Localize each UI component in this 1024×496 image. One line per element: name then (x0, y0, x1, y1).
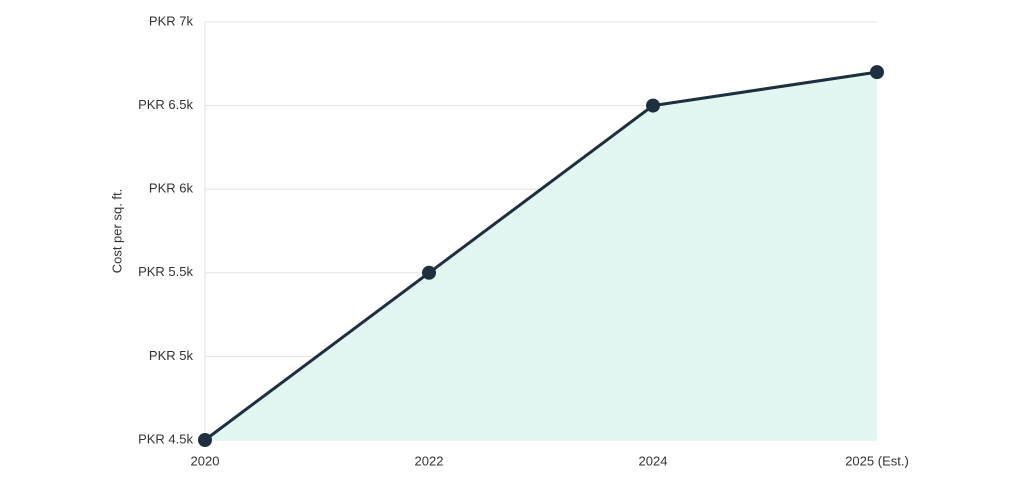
x-tick-label: 2020 (191, 453, 220, 468)
data-point (646, 98, 660, 113)
area-line (204, 70, 878, 442)
y-axis-label: Cost per sq. ft. (109, 189, 124, 274)
y-tick-label: PKR 4.5k (138, 431, 193, 446)
data-point (870, 65, 884, 80)
area-fill (205, 72, 877, 440)
x-tick-label: 2024 (639, 453, 668, 468)
y-tick-label: PKR 5k (149, 348, 194, 363)
x-tick-label: 2025 (Est.) (845, 453, 909, 468)
y-tick-label: PKR 5.5k (138, 264, 193, 279)
x-tick-label: 2022 (415, 453, 444, 468)
y-tick-label: PKR 6k (149, 181, 194, 196)
y-tick-label: PKR 6.5k (138, 97, 193, 112)
data-point (198, 433, 212, 447)
y-tick-label: PKR 7k (149, 13, 194, 28)
data-point (422, 265, 436, 280)
